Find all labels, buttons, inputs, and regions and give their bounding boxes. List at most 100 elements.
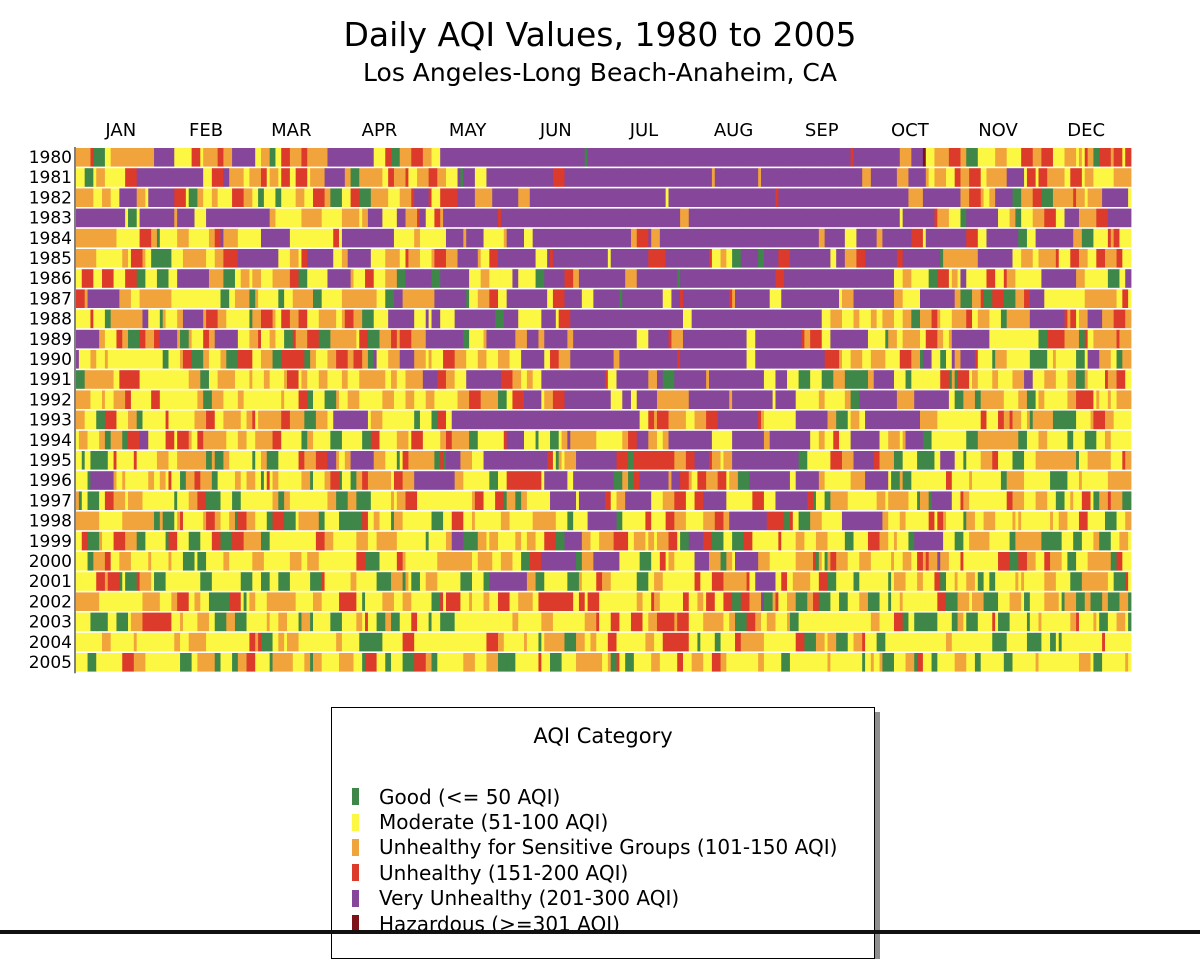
aqi-cell: [104, 148, 112, 167]
aqi-cell: [139, 572, 152, 591]
aqi-cell: [159, 390, 172, 409]
aqi-cell: [301, 612, 311, 632]
aqi-cell: [327, 552, 331, 571]
aqi-cell: [787, 592, 797, 611]
year-row-1985: [76, 249, 1132, 268]
aqi-cell: [489, 572, 496, 591]
aqi-cell: [882, 309, 895, 329]
aqi-cell: [182, 390, 195, 409]
aqi-cell: [821, 451, 831, 470]
aqi-cell: [249, 329, 259, 349]
aqi-cell: [723, 592, 733, 611]
aqi-cell: [818, 269, 846, 288]
aqi-cell: [287, 370, 294, 389]
aqi-cell: [758, 148, 768, 167]
aqi-cell: [1006, 430, 1010, 450]
year-label-1981: 1981: [29, 168, 72, 188]
aqi-cell: [1009, 612, 1016, 632]
aqi-cell: [688, 390, 724, 409]
aqi-cell: [648, 370, 658, 389]
aqi-cell: [324, 168, 346, 187]
aqi-cell: [998, 612, 1010, 632]
aqi-cell: [379, 471, 386, 490]
aqi-cell: [680, 350, 721, 369]
aqi-cell: [1104, 430, 1109, 450]
aqi-cell: [84, 410, 97, 430]
aqi-cell: [1006, 471, 1019, 490]
aqi-cell: [1038, 511, 1051, 531]
aqi-cell: [518, 531, 522, 551]
aqi-cell: [474, 653, 487, 672]
aqi-cell: [946, 511, 956, 531]
aqi-cell: [888, 592, 892, 611]
aqi-cell: [723, 531, 733, 551]
aqi-cell: [295, 188, 305, 207]
aqi-cell: [948, 148, 961, 167]
aqi-cell: [489, 471, 499, 490]
aqi-cell: [720, 632, 730, 652]
aqi-cell: [260, 350, 273, 369]
aqi-cell: [471, 511, 476, 531]
aqi-cell: [165, 572, 175, 591]
aqi-cell: [792, 511, 799, 531]
aqi-cell: [518, 511, 531, 531]
aqi-cell: [249, 370, 253, 389]
aqi-cell: [263, 552, 276, 571]
aqi-cell: [1099, 350, 1112, 369]
aqi-cell: [307, 531, 317, 551]
aqi-cell: [333, 531, 337, 551]
aqi-cell: [214, 612, 227, 632]
aqi-cell: [292, 289, 305, 308]
aqi-cell: [891, 188, 895, 207]
aqi-cell: [223, 148, 233, 167]
aqi-cell: [99, 511, 112, 531]
aqi-cell: [428, 228, 432, 248]
aqi-cell: [136, 511, 146, 531]
legend-swatch-very-unhealthy: [352, 889, 359, 907]
aqi-cell: [879, 531, 889, 551]
aqi-cell: [203, 350, 210, 369]
aqi-cell: [960, 471, 970, 490]
aqi-cell: [1084, 350, 1089, 369]
aqi-cell: [142, 309, 149, 329]
aqi-cell: [483, 612, 493, 632]
aqi-cell: [593, 309, 603, 329]
aqi-cell: [573, 148, 586, 167]
aqi-cell: [561, 612, 574, 632]
aqi-cell: [1093, 531, 1100, 551]
aqi-cell: [284, 269, 291, 288]
aqi-cell: [255, 390, 265, 409]
aqi-cell: [550, 249, 554, 268]
aqi-cell: [1044, 289, 1057, 308]
aqi-cell: [307, 632, 320, 652]
aqi-cell: [925, 228, 967, 248]
year-label-1982: 1982: [29, 188, 72, 208]
aqi-cell: [552, 168, 560, 187]
aqi-cell: [379, 390, 383, 409]
aqi-cell: [813, 451, 823, 470]
aqi-cell: [891, 632, 901, 652]
aqi-cell: [587, 228, 626, 248]
aqi-cell: [917, 451, 927, 470]
aqi-cell: [110, 188, 120, 207]
aqi-cell: [76, 572, 83, 591]
aqi-cell: [399, 350, 409, 369]
aqi-cell: [619, 653, 626, 672]
aqi-cell: [486, 653, 496, 672]
aqi-cell: [448, 552, 456, 571]
aqi-cell: [402, 410, 406, 430]
aqi-cell: [899, 208, 904, 228]
aqi-cell: [402, 511, 412, 531]
aqi-cell: [1041, 148, 1054, 167]
aqi-cell: [1067, 471, 1080, 490]
aqi-cell: [1064, 572, 1071, 591]
aqi-cell: [937, 350, 941, 369]
aqi-cell: [590, 531, 600, 551]
aqi-cell: [951, 632, 961, 652]
aqi-cell: [445, 168, 458, 187]
aqi-cell: [651, 228, 661, 248]
aqi-cell: [972, 289, 976, 308]
aqi-cell: [578, 350, 615, 369]
aqi-cell: [795, 168, 805, 187]
aqi-cell: [376, 289, 386, 308]
